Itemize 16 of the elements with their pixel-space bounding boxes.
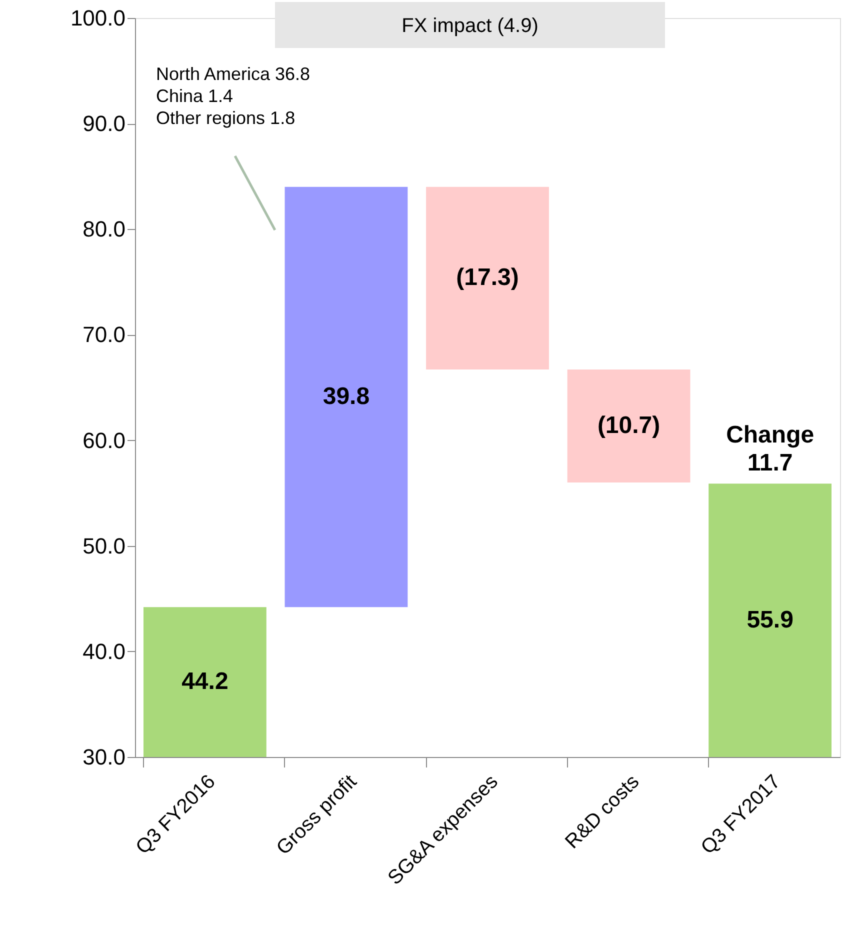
- annotation: Change 11.7: [726, 422, 814, 477]
- annotation: North America 36.8 China 1.4 Other regions 1.8: [156, 64, 310, 128]
- data-label: 39.8: [322, 383, 370, 410]
- annotation: FX impact (4.9): [402, 15, 538, 37]
- y-tick-label: 90.0: [82, 111, 126, 136]
- y-tick-label: 60.0: [82, 428, 126, 453]
- data-label: (17.3): [456, 264, 519, 292]
- y-tick-label: 100.0: [70, 6, 126, 30]
- data-label: (10.7): [597, 412, 660, 440]
- data-label: 55.9: [746, 606, 794, 634]
- data-label: 44.2: [182, 668, 228, 696]
- y-tick-label: 40.0: [82, 638, 126, 664]
- y-tick-label: 50.0: [82, 533, 126, 558]
- y-tick-label: 30.0: [82, 744, 126, 770]
- y-tick-label: 80.0: [82, 216, 126, 242]
- y-tick-label: 70.0: [82, 322, 126, 348]
